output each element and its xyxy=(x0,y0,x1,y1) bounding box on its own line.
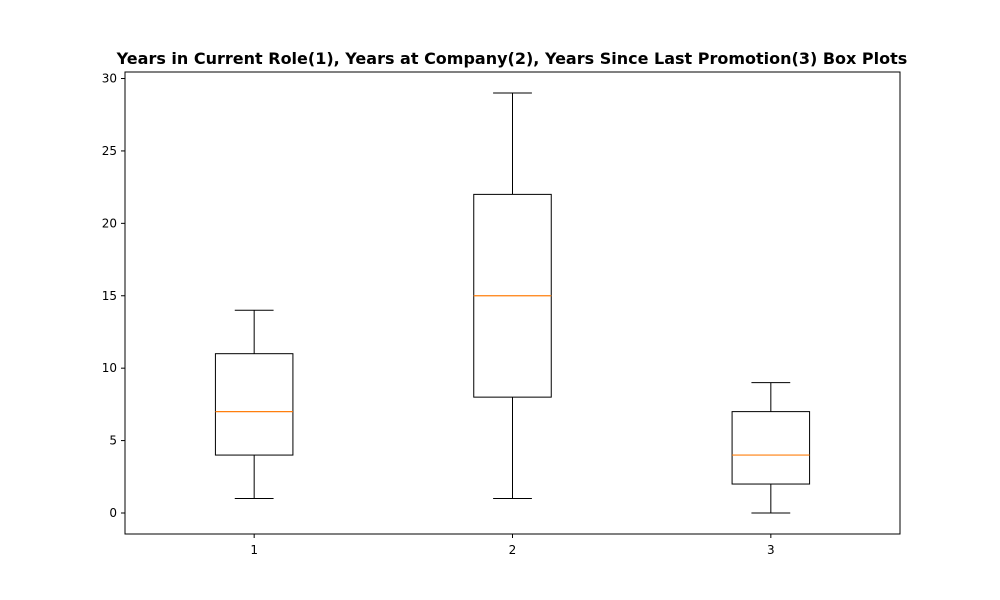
box-1 xyxy=(214,309,294,500)
y-tick-label: 20 xyxy=(102,216,117,230)
x-tick-label: 2 xyxy=(509,543,517,557)
y-tick-label: 15 xyxy=(102,289,117,303)
y-tick-label: 30 xyxy=(102,72,117,86)
y-tick-label: 0 xyxy=(109,506,117,520)
iqr-box xyxy=(214,353,294,456)
y-tick-label: 25 xyxy=(102,144,117,158)
y-axis: 0 5 10 15 20 25 30 xyxy=(102,72,125,520)
box-2 xyxy=(473,92,552,500)
x-tick-label: 3 xyxy=(767,543,775,557)
x-tick-label: 1 xyxy=(250,543,258,557)
iqr-box xyxy=(731,411,811,485)
box-3 xyxy=(731,382,811,514)
y-tick-label: 5 xyxy=(109,434,117,448)
chart-title: Years in Current Role(1), Years at Compa… xyxy=(116,49,908,68)
y-tick-label: 10 xyxy=(102,361,117,375)
boxes-group xyxy=(214,92,811,514)
x-axis: 1 2 3 xyxy=(250,534,775,557)
